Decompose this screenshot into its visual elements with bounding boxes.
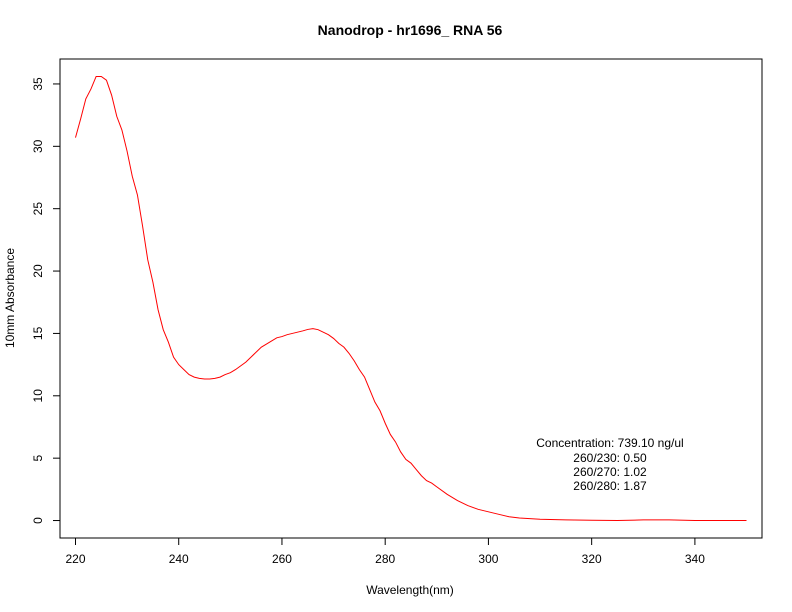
plot-frame xyxy=(59,58,763,539)
x-tick-label: 340 xyxy=(685,552,705,566)
concentration-text: Concentration: 739.10 ng/ul xyxy=(536,436,683,450)
y-tick-label: 10 xyxy=(31,389,45,403)
x-tick-label: 260 xyxy=(272,552,292,566)
x-tick-label: 220 xyxy=(65,552,85,566)
stats-annotation: Concentration: 739.10 ng/ul 260/230: 0.5… xyxy=(536,436,683,493)
y-tick-label: 15 xyxy=(31,326,45,340)
x-tick-label: 300 xyxy=(478,552,498,566)
y-axis: 0 5 10 15 20 25 30 35 xyxy=(31,77,61,524)
chart-title: Nanodrop - hr1696_ RNA 56 xyxy=(318,22,503,38)
y-tick-label: 30 xyxy=(31,139,45,153)
x-axis: 220 240 260 280 300 320 340 xyxy=(65,537,705,566)
y-tick-label: 35 xyxy=(31,77,45,91)
x-axis-label: Wavelength(nm) xyxy=(366,583,454,597)
x-tick-label: 280 xyxy=(375,552,395,566)
absorbance-series-line xyxy=(75,75,747,522)
y-tick-label: 0 xyxy=(31,517,45,524)
ratio-260-230-text: 260/230: 0.50 xyxy=(573,451,647,465)
ratio-260-280-text: 260/280: 1.87 xyxy=(573,479,647,493)
y-tick-label: 5 xyxy=(31,455,45,462)
ratio-260-270-text: 260/270: 1.02 xyxy=(573,465,647,479)
y-tick-label: 25 xyxy=(31,202,45,216)
x-tick-label: 240 xyxy=(169,552,189,566)
y-tick-label: 20 xyxy=(31,264,45,278)
x-tick-label: 320 xyxy=(582,552,602,566)
y-axis-label: 10mm Absorbance xyxy=(3,248,17,348)
